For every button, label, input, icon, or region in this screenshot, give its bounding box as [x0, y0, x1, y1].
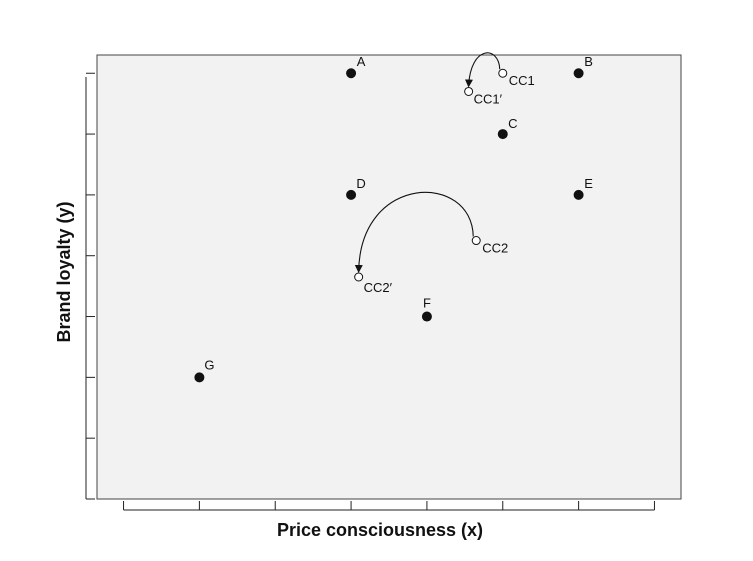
point-CC1-prime [498, 68, 508, 78]
point-D [346, 189, 357, 200]
point-A [346, 68, 357, 79]
x-axis-title: Price consciousness (x) [277, 520, 483, 540]
point-F [421, 311, 432, 322]
point-label: CC1′ [474, 91, 503, 106]
point-label: CC1 [509, 73, 535, 88]
point-label: F [423, 296, 431, 311]
point-G [194, 372, 205, 383]
y-axis [85, 72, 95, 500]
point-label: CC2′ [364, 280, 393, 295]
point-label: A [357, 54, 366, 69]
point-label: C [508, 116, 517, 131]
point-E [573, 189, 584, 200]
x-axis [123, 501, 655, 511]
point-CC2-prime [471, 236, 481, 246]
point-C [497, 129, 508, 140]
point-label: E [584, 176, 593, 191]
point-label: B [584, 54, 593, 69]
points: A B C D E F G CC1 CC1′ CC2 CC2′ [194, 54, 593, 383]
point-CC2-prime [354, 272, 364, 282]
point-B [573, 68, 584, 79]
y-axis-title: Brand loyalty (y) [54, 201, 74, 342]
arrows [354, 52, 501, 273]
point-label: D [356, 176, 365, 191]
plot-area [96, 54, 682, 500]
point-CC1-prime [464, 86, 474, 96]
point-label: G [204, 357, 214, 372]
movement-arrow [354, 191, 474, 273]
point-label: CC2 [482, 241, 508, 256]
movement-arrow [464, 52, 501, 88]
